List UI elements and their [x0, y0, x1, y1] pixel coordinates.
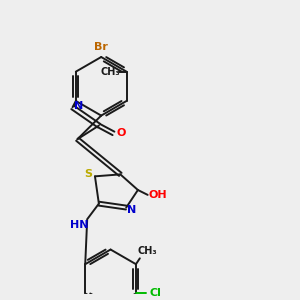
Text: O: O — [117, 128, 126, 138]
Text: Br: Br — [94, 42, 108, 52]
Text: N: N — [128, 205, 137, 214]
Text: CH₃: CH₃ — [138, 247, 158, 256]
Text: Cl: Cl — [149, 289, 161, 298]
Text: S: S — [84, 169, 92, 179]
Text: CH₃: CH₃ — [100, 67, 120, 77]
Text: HN: HN — [70, 220, 88, 230]
Text: N: N — [74, 101, 83, 111]
Text: OH: OH — [148, 190, 167, 200]
